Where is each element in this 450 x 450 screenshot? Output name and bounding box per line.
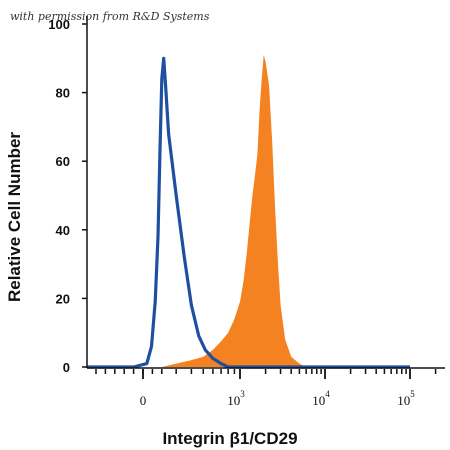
- watermark-text: with permission from R&D Systems: [10, 10, 210, 23]
- x-tick-label: 104: [312, 389, 330, 408]
- y-axis-ticks: 0 20 40 60 80 100: [48, 17, 87, 375]
- x-axis-ticks: 0 103 104 105: [95, 369, 437, 408]
- x-tick-label: 0: [140, 393, 147, 408]
- histogram-fill-1: [87, 54, 410, 368]
- x-axis-title: Integrin β1/CD29: [162, 429, 297, 448]
- y-tick-label: 60: [56, 154, 70, 169]
- x-tick-label: 103: [227, 389, 245, 408]
- plot-area: 0 20 40 60 80 100 0 103 104 105: [48, 16, 445, 408]
- y-tick-label: 80: [56, 86, 70, 101]
- y-tick-label: 20: [56, 291, 70, 306]
- histogram-outline-0: [87, 56, 410, 369]
- series-layer: [87, 54, 410, 369]
- y-tick-label: 0: [63, 360, 70, 375]
- y-tick-label: 100: [48, 17, 70, 32]
- y-axis-title: Relative Cell Number: [5, 132, 24, 302]
- y-tick-label: 40: [56, 223, 70, 238]
- x-tick-label: 105: [397, 389, 415, 408]
